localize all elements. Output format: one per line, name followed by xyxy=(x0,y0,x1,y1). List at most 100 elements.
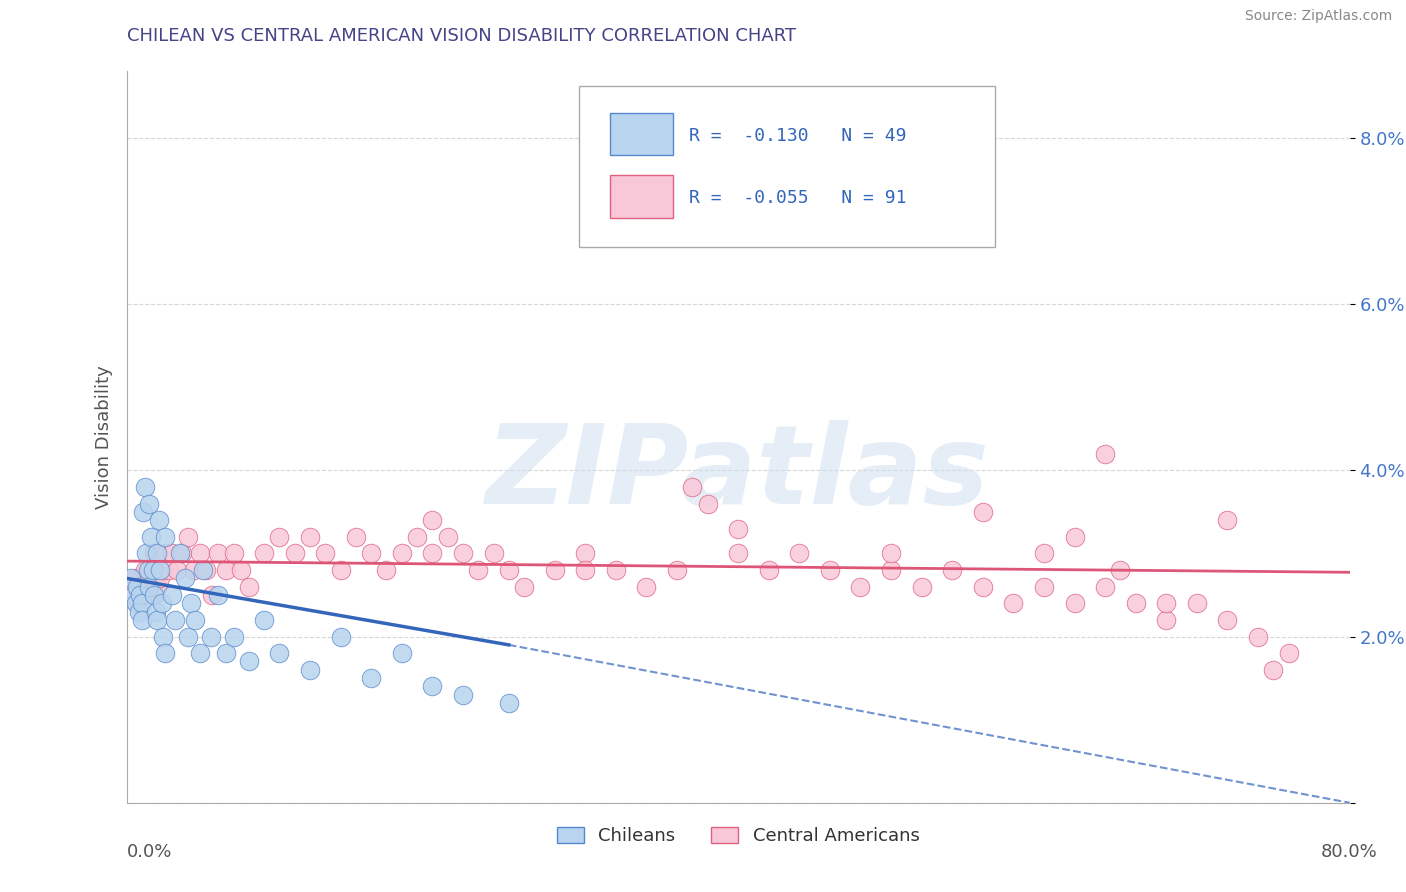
Point xyxy=(128,605,150,619)
Point xyxy=(284,546,307,560)
Point xyxy=(1109,563,1132,577)
Point xyxy=(1125,596,1147,610)
Point xyxy=(482,546,505,560)
Point xyxy=(127,580,149,594)
Point xyxy=(195,563,218,577)
Point xyxy=(120,580,142,594)
Point xyxy=(1185,596,1208,610)
Point xyxy=(1063,596,1085,610)
Point xyxy=(173,571,195,585)
Point xyxy=(145,563,167,577)
Point xyxy=(166,563,188,577)
Point xyxy=(134,563,156,577)
Point xyxy=(451,546,474,560)
Point xyxy=(135,546,157,560)
Point xyxy=(1063,530,1085,544)
Point xyxy=(135,580,157,594)
Point xyxy=(139,530,162,544)
Point xyxy=(128,580,150,594)
Point xyxy=(314,546,336,560)
Point xyxy=(146,546,169,560)
Point xyxy=(191,563,214,577)
Point xyxy=(188,646,211,660)
Point xyxy=(127,596,149,610)
Text: R =  -0.055   N = 91: R = -0.055 N = 91 xyxy=(689,189,907,207)
Point xyxy=(170,546,193,560)
Point xyxy=(146,580,169,594)
Point xyxy=(391,546,413,560)
Point xyxy=(543,563,565,577)
Point xyxy=(513,580,536,594)
Point xyxy=(165,613,187,627)
FancyBboxPatch shape xyxy=(610,113,673,155)
Point xyxy=(157,563,180,577)
Point xyxy=(138,580,160,594)
Point xyxy=(200,630,222,644)
Point xyxy=(941,563,963,577)
Point xyxy=(1033,546,1056,560)
Point xyxy=(1156,596,1178,610)
Point xyxy=(131,596,153,610)
Point xyxy=(162,546,184,560)
Point xyxy=(375,563,398,577)
Point xyxy=(145,605,167,619)
Point xyxy=(972,505,994,519)
Point xyxy=(666,563,689,577)
Point xyxy=(122,588,145,602)
Point xyxy=(222,546,245,560)
Point xyxy=(696,197,718,211)
Point xyxy=(143,546,166,560)
Point xyxy=(138,497,160,511)
Point xyxy=(150,596,173,610)
Point xyxy=(162,588,184,602)
Point xyxy=(136,563,159,577)
Point xyxy=(120,571,142,585)
Point xyxy=(451,688,474,702)
Point xyxy=(1216,513,1239,527)
Point xyxy=(574,546,596,560)
Point xyxy=(253,613,276,627)
Point xyxy=(422,680,444,694)
Point xyxy=(681,480,703,494)
Point xyxy=(1002,596,1025,610)
Point xyxy=(880,546,903,560)
Point xyxy=(143,588,166,602)
Point xyxy=(153,646,176,660)
Point xyxy=(215,563,238,577)
Point xyxy=(231,563,253,577)
Point xyxy=(149,563,172,577)
Point xyxy=(1094,447,1116,461)
Point xyxy=(138,563,160,577)
Text: 0.0%: 0.0% xyxy=(127,843,172,861)
Point xyxy=(269,646,291,660)
Point xyxy=(1033,580,1056,594)
Point xyxy=(183,563,205,577)
Point xyxy=(222,630,245,644)
Point xyxy=(605,563,627,577)
Point xyxy=(758,563,780,577)
Point xyxy=(149,571,172,585)
Point xyxy=(134,480,156,494)
Point xyxy=(188,546,211,560)
Point xyxy=(1156,613,1178,627)
Point xyxy=(131,613,153,627)
Point xyxy=(1263,663,1285,677)
Point xyxy=(269,530,291,544)
Point xyxy=(1247,630,1270,644)
Point xyxy=(498,696,520,710)
Point xyxy=(238,580,260,594)
Point xyxy=(184,613,207,627)
Point xyxy=(141,588,163,602)
Y-axis label: Vision Disability: Vision Disability xyxy=(94,365,112,509)
Point xyxy=(727,521,749,535)
Point xyxy=(422,513,444,527)
FancyBboxPatch shape xyxy=(579,86,995,247)
Point xyxy=(238,655,260,669)
Legend: Chileans, Central Americans: Chileans, Central Americans xyxy=(550,820,927,852)
Point xyxy=(153,530,176,544)
Point xyxy=(169,546,191,560)
Text: ZIPatlas: ZIPatlas xyxy=(486,420,990,527)
Point xyxy=(141,563,163,577)
Point xyxy=(146,613,169,627)
Point xyxy=(574,563,596,577)
